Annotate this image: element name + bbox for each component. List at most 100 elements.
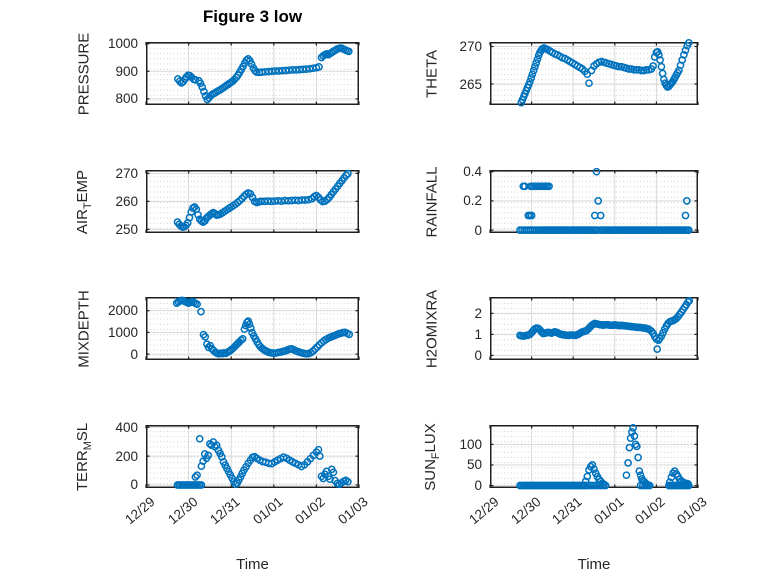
x-axis-label: Time bbox=[577, 556, 611, 573]
subplot-pressure bbox=[145, 42, 360, 105]
data-marker bbox=[632, 442, 641, 451]
data-marker bbox=[248, 193, 257, 202]
data-marker bbox=[247, 60, 256, 68]
minor-grid bbox=[147, 298, 358, 359]
x-tick-label: 12/31 bbox=[549, 494, 585, 528]
data-marker bbox=[344, 169, 352, 178]
data-marker bbox=[329, 468, 338, 477]
data-marker bbox=[592, 167, 601, 176]
data-marker bbox=[591, 481, 600, 490]
data-marker bbox=[195, 434, 204, 443]
data-marker bbox=[585, 79, 593, 88]
subplot-air_temp bbox=[145, 169, 360, 233]
data-marker bbox=[191, 76, 200, 84]
data-marker bbox=[653, 345, 662, 353]
y-axis-label-text: AIR bbox=[74, 208, 91, 234]
y-axis-label-text: MIXDEPTH bbox=[75, 289, 93, 368]
data-marker bbox=[589, 481, 598, 490]
data-marker bbox=[528, 70, 537, 79]
data-marker bbox=[244, 55, 253, 63]
y-axis-label-text: TERR bbox=[74, 449, 91, 491]
data-marker bbox=[680, 50, 688, 59]
subplot-terr_msl bbox=[145, 425, 360, 489]
data-marker bbox=[681, 211, 690, 220]
figure-title: Figure 3 low bbox=[202, 7, 303, 26]
data-marker bbox=[586, 481, 595, 490]
subplot-mixdepth bbox=[145, 296, 360, 360]
y-axis-label-pressure: PRESSURE bbox=[76, 32, 93, 115]
data-marker bbox=[615, 62, 623, 71]
y-tick-label: 0 bbox=[130, 477, 138, 493]
data-marker bbox=[630, 65, 638, 74]
data-marker bbox=[197, 481, 206, 489]
data-marker bbox=[629, 424, 637, 432]
x-tick-label: 12/29 bbox=[466, 494, 502, 528]
data-marker bbox=[531, 62, 539, 71]
data-marker bbox=[645, 481, 654, 490]
data-marker bbox=[344, 47, 353, 56]
data-marker bbox=[684, 38, 693, 47]
y-tick-label: 1 bbox=[474, 326, 482, 342]
y-axis-label-mixdepth: MIXDEPTH bbox=[76, 290, 93, 368]
scatter-series-terr_msl bbox=[173, 434, 352, 489]
data-marker bbox=[194, 210, 202, 219]
data-marker bbox=[533, 55, 542, 64]
x-tick-label: 12/31 bbox=[207, 494, 243, 528]
y-axis-label-subscript: F bbox=[430, 451, 442, 459]
x-tick-label: 01/02 bbox=[292, 494, 329, 528]
data-marker bbox=[655, 50, 663, 59]
data-marker bbox=[315, 63, 323, 71]
data-marker bbox=[622, 471, 631, 480]
scatter-series-pressure bbox=[174, 44, 353, 104]
data-marker bbox=[313, 343, 322, 351]
y-axis-label-text: H2OMIXRA bbox=[423, 289, 441, 368]
data-marker bbox=[527, 211, 536, 220]
y-tick-label: 265 bbox=[459, 76, 482, 92]
y-tick-label: 100 bbox=[459, 436, 482, 452]
y-axis-label-terr_msl: TERRMSL bbox=[74, 422, 94, 490]
data-marker bbox=[634, 453, 642, 462]
data-marker bbox=[596, 481, 605, 490]
data-marker bbox=[198, 83, 207, 91]
data-marker bbox=[200, 87, 208, 96]
data-marker bbox=[630, 432, 639, 440]
data-marker bbox=[545, 182, 553, 191]
data-marker bbox=[635, 467, 644, 475]
data-marker bbox=[649, 62, 657, 70]
y-tick-label: 1000 bbox=[107, 36, 138, 52]
minor-grid bbox=[491, 171, 697, 232]
y-axis-label-text: PRESSURE bbox=[75, 32, 93, 115]
subplot-h2omixra bbox=[489, 296, 699, 360]
y-tick-label: 0.2 bbox=[463, 193, 482, 209]
data-marker bbox=[326, 475, 334, 484]
data-marker bbox=[242, 56, 251, 65]
y-axis-label-text: SL bbox=[74, 422, 91, 441]
data-marker bbox=[641, 481, 650, 490]
data-marker bbox=[304, 195, 313, 204]
x-tick-label: 01/01 bbox=[590, 494, 627, 528]
data-marker bbox=[529, 66, 538, 75]
data-marker bbox=[197, 307, 205, 316]
data-marker bbox=[684, 226, 693, 234]
data-marker bbox=[588, 461, 597, 469]
y-tick-label: 50 bbox=[466, 457, 482, 473]
y-tick-label: 0 bbox=[130, 346, 138, 362]
data-marker bbox=[345, 330, 354, 339]
x-axis-label: Time bbox=[236, 556, 269, 573]
y-axis-label-rainfall: RAINFALL bbox=[424, 166, 441, 237]
y-tick-label: 260 bbox=[115, 193, 138, 209]
data-marker bbox=[594, 197, 603, 205]
data-marker bbox=[527, 74, 536, 82]
data-marker bbox=[681, 46, 690, 55]
data-marker bbox=[342, 171, 351, 180]
y-tick-label: 2 bbox=[474, 305, 482, 321]
data-marker bbox=[315, 340, 324, 349]
data-marker bbox=[238, 335, 247, 343]
x-tick-label: 01/02 bbox=[632, 494, 669, 528]
y-tick-label: 0 bbox=[474, 347, 482, 363]
data-marker bbox=[309, 347, 317, 355]
y-tick-label: 0.4 bbox=[463, 164, 482, 180]
data-marker bbox=[583, 70, 592, 79]
data-marker bbox=[344, 477, 352, 486]
